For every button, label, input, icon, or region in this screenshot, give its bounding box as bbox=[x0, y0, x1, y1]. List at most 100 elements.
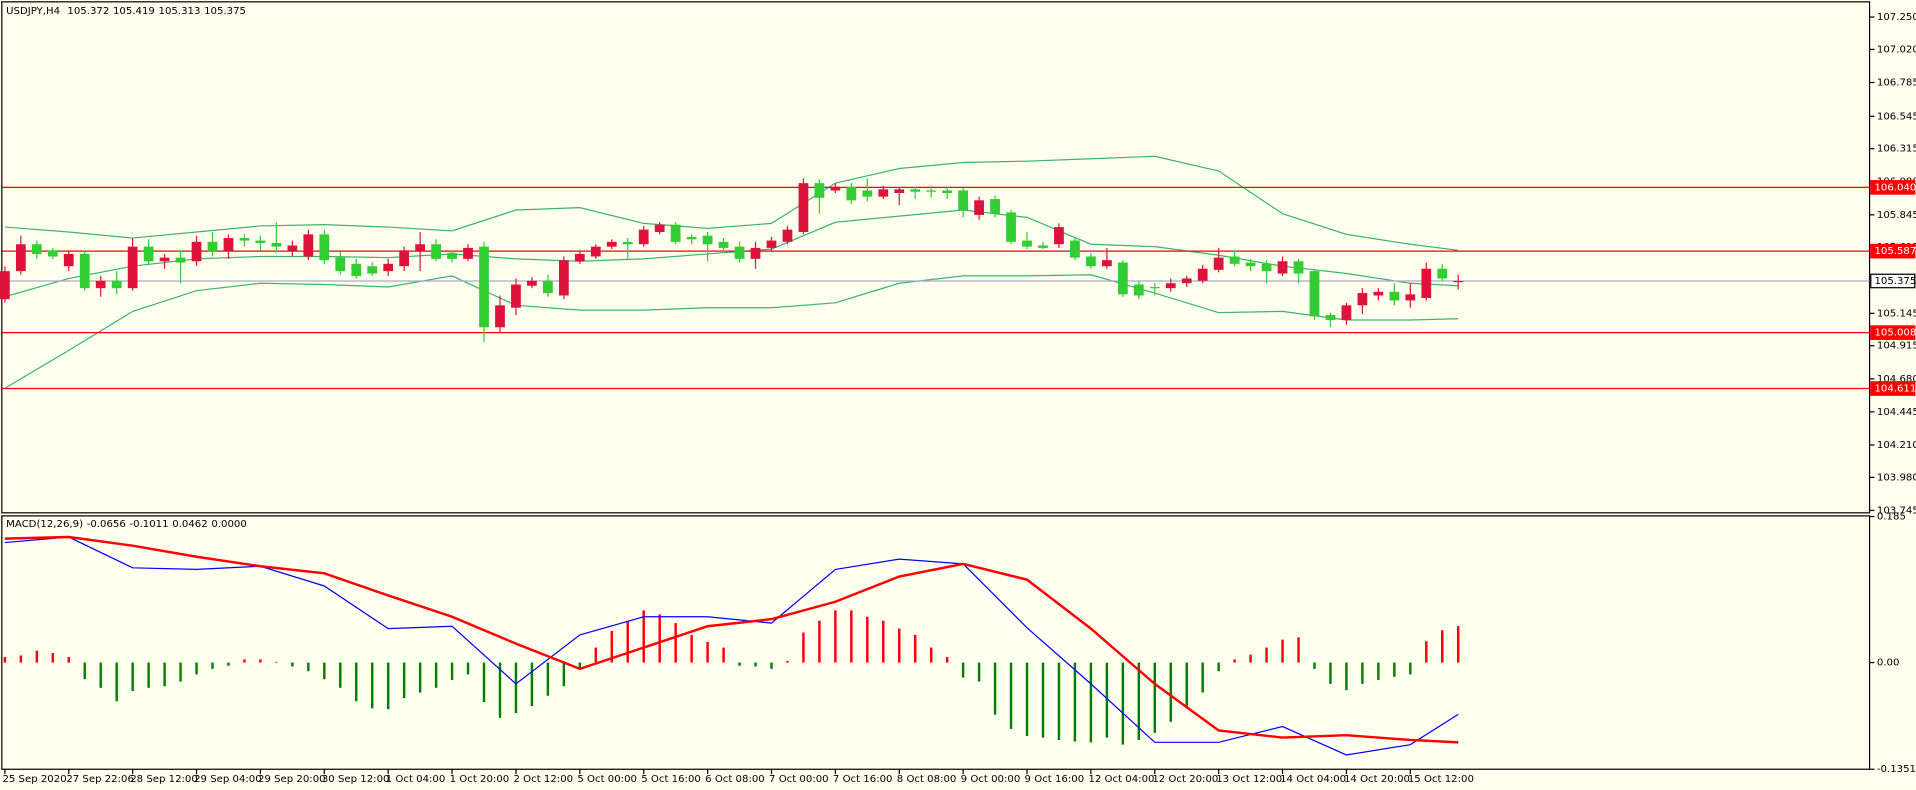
candle-body bbox=[239, 238, 250, 241]
y-tick-label: 104.680 bbox=[1877, 374, 1916, 385]
x-tick-label: 12 Oct 04:00 bbox=[1088, 774, 1154, 785]
y-tick-label: 106.545 bbox=[1877, 111, 1916, 122]
candle-body bbox=[590, 246, 601, 257]
y-tick-label: 104.915 bbox=[1877, 341, 1916, 352]
candle-body bbox=[1101, 260, 1112, 267]
y-tick-label: 104.210 bbox=[1877, 440, 1916, 451]
x-tick-label: 14 Oct 04:00 bbox=[1280, 774, 1346, 785]
candle-body bbox=[958, 190, 969, 211]
candle-body bbox=[638, 229, 649, 245]
candle-body bbox=[622, 241, 633, 245]
candle-body bbox=[734, 246, 745, 259]
band-upper bbox=[4, 155, 1459, 251]
symbol: USDJPY,H4 bbox=[6, 6, 60, 17]
candle-body bbox=[750, 247, 761, 259]
candle-body bbox=[1325, 315, 1336, 320]
candle-body bbox=[1117, 262, 1128, 295]
candle-body bbox=[543, 280, 553, 294]
candle-body bbox=[0, 271, 10, 300]
candle-body bbox=[766, 240, 777, 248]
candle-body bbox=[447, 252, 457, 259]
x-tick-label: 5 Oct 00:00 bbox=[577, 774, 637, 785]
header-close: 105.375 bbox=[204, 6, 246, 17]
y-tick-label: 103.745 bbox=[1877, 505, 1916, 516]
candle-body bbox=[47, 250, 58, 257]
candle-body bbox=[606, 241, 617, 247]
candle-body bbox=[782, 229, 793, 242]
bid-badge-label: 105.375 bbox=[1874, 276, 1916, 287]
candle-body bbox=[15, 244, 26, 272]
macd-main-value: -0.0656 bbox=[87, 519, 126, 530]
x-tick-label: 29 Sep 20:00 bbox=[258, 774, 326, 785]
candle-body bbox=[878, 189, 889, 197]
candle-body bbox=[1309, 271, 1320, 317]
candle-body bbox=[814, 183, 825, 198]
x-tick-label: 5 Oct 16:00 bbox=[641, 774, 701, 785]
candle-body bbox=[574, 253, 585, 262]
x-tick-label: 8 Oct 08:00 bbox=[897, 774, 957, 785]
y-tick-label: 107.250 bbox=[1877, 12, 1916, 23]
x-tick-label: 9 Oct 00:00 bbox=[961, 774, 1021, 785]
candle-body bbox=[511, 284, 521, 308]
candle-body bbox=[1453, 280, 1464, 283]
candle-body bbox=[63, 253, 74, 267]
candle-body bbox=[495, 305, 505, 328]
candle-body bbox=[175, 257, 186, 263]
candle-body bbox=[1421, 268, 1432, 299]
level-badge-label: 105.587 bbox=[1874, 246, 1916, 257]
candle-body bbox=[351, 263, 362, 276]
candle-body bbox=[127, 246, 138, 289]
macd-title: MACD(12,26,9) bbox=[6, 519, 83, 530]
candle-body bbox=[1373, 291, 1384, 296]
candle-body bbox=[1086, 256, 1096, 267]
candle-body bbox=[1341, 305, 1352, 320]
candle-body bbox=[1006, 212, 1016, 242]
level-badge bbox=[1870, 180, 1916, 195]
candle-body bbox=[335, 257, 346, 272]
candle-body bbox=[303, 234, 314, 257]
candle-body bbox=[1245, 262, 1256, 267]
candle-body bbox=[974, 200, 984, 215]
candle-body bbox=[1229, 256, 1240, 264]
candle-body bbox=[463, 247, 473, 259]
candle-body bbox=[191, 241, 202, 262]
candle-body bbox=[1165, 283, 1176, 289]
candle-body bbox=[1405, 294, 1416, 301]
symbol-header: USDJPY,H4 105.372 105.419 105.313 105.375 bbox=[6, 6, 246, 17]
y-tick-label: 0.185 bbox=[1877, 511, 1906, 522]
x-tick-label: 15 Oct 12:00 bbox=[1408, 774, 1474, 785]
candle-body bbox=[207, 241, 218, 252]
candle-body bbox=[95, 280, 106, 289]
y-tick-label: 0.00 bbox=[1877, 658, 1900, 669]
candle-body bbox=[383, 263, 394, 272]
y-tick-label: 105.845 bbox=[1877, 210, 1916, 221]
header-high: 105.419 bbox=[113, 6, 155, 17]
candle-body bbox=[1149, 287, 1160, 289]
y-tick-label: -0.1351 bbox=[1877, 764, 1916, 775]
candle-body bbox=[702, 235, 713, 245]
candle-body bbox=[1293, 261, 1304, 274]
x-tick-label: 28 Sep 12:00 bbox=[130, 774, 198, 785]
level-badge bbox=[1870, 243, 1916, 259]
x-tick-label: 25 Sep 2020 bbox=[2, 774, 66, 785]
band-lower bbox=[4, 274, 1459, 389]
candle-body bbox=[319, 234, 330, 261]
macd-signal-line bbox=[4, 535, 1459, 744]
y-tick-label: 107.020 bbox=[1877, 44, 1916, 55]
candle-body bbox=[1181, 278, 1192, 284]
candle-body bbox=[159, 257, 170, 262]
candle-body bbox=[990, 199, 1000, 214]
candle-body bbox=[479, 246, 489, 328]
candle-body bbox=[143, 246, 154, 262]
macd-panel-frame bbox=[1, 515, 1871, 770]
y-tick-label: 104.445 bbox=[1877, 407, 1916, 418]
candle-body bbox=[1213, 257, 1224, 270]
x-tick-label: 1 Oct 20:00 bbox=[450, 774, 510, 785]
header-low: 105.313 bbox=[159, 6, 201, 17]
level-badge-label: 104.611 bbox=[1874, 384, 1916, 395]
y-tick-label: 106.315 bbox=[1877, 144, 1916, 155]
candle-body bbox=[287, 245, 298, 252]
candle-body bbox=[1133, 284, 1144, 296]
